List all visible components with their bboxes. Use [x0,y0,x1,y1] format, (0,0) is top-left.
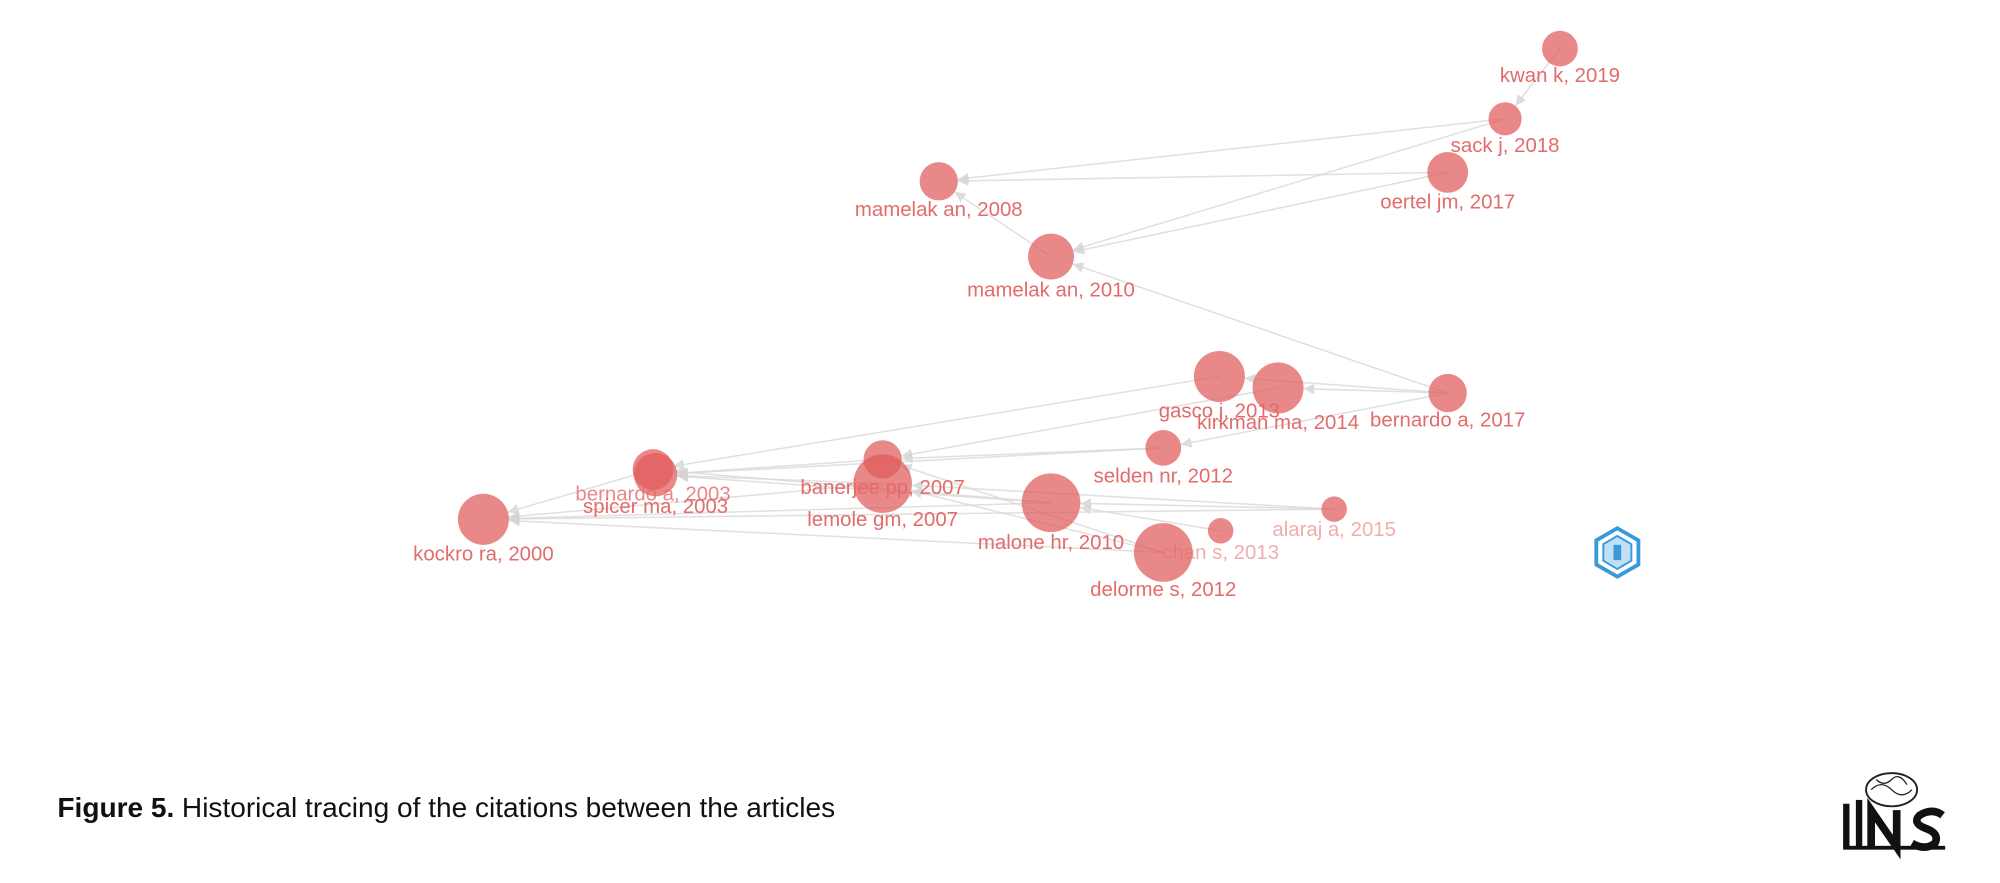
node-label: kockro ra, 2000 [413,543,554,565]
node [1428,373,1467,413]
watermark-icon [1594,526,1641,579]
node-label: mamelak an, 2010 [967,279,1135,301]
node-label: malone hr, 2010 [978,532,1124,554]
node-label: selden nr, 2012 [1094,466,1233,488]
nodes [457,30,1578,582]
edge [507,468,654,515]
node-label: lemole gm, 2007 [807,509,958,531]
node-label: banerjee pp, 2007 [800,477,964,499]
journal-logo [1843,772,1946,860]
edge [1080,498,1335,510]
node-label: gasco j, 2013 [1159,401,1280,423]
edge [957,118,1506,184]
edge [1180,392,1448,448]
node [1028,233,1074,280]
edge [673,375,1220,470]
node [1021,473,1081,533]
node-label: delorme s, 2012 [1090,579,1236,601]
edge [1073,171,1448,255]
node-label: alaraj a, 2015 [1272,519,1396,541]
caption: Figure 5. Historical tracing of the citat… [57,793,835,824]
node-label: kirkman ma, 2014 [1197,412,1359,434]
edge [508,515,1164,554]
node-label: bernardo a, 2017 [1370,409,1525,431]
node [853,454,912,513]
caption-label: Figure 5. [57,793,174,824]
edge [508,501,1052,524]
node [1542,30,1578,67]
node [1488,102,1522,136]
edge [1072,118,1506,252]
edge [1303,383,1448,395]
node [1252,362,1304,414]
node-label: bernardo a, 2003 [575,483,730,505]
node-label: kwan k, 2019 [1500,65,1620,87]
node-label: oertel jm, 2017 [1380,191,1515,213]
node [1145,430,1182,466]
edge [677,458,883,478]
edge [1072,262,1448,394]
node [1133,523,1193,582]
node [1207,518,1234,544]
edge [508,482,883,522]
node-label: sack j, 2018 [1451,135,1560,157]
edge [508,508,1335,525]
edge [957,171,1448,187]
node [1193,350,1245,402]
labels: kwan k, 2019 sack j, 2018 oertel jm, 2017 m… [413,65,1620,601]
node [633,452,678,497]
edge [677,447,1164,479]
node [919,162,958,201]
node-label: chan s, 2013 [1162,542,1279,564]
node-label: mamelak an, 2008 [855,199,1023,221]
caption-text: Historical tracing of the citations betw… [182,793,835,824]
edge [911,480,1335,510]
edge [677,470,883,485]
node [1321,496,1347,522]
node-label: spicer ma, 2003 [583,496,728,518]
node [1427,151,1469,193]
node [457,493,509,545]
